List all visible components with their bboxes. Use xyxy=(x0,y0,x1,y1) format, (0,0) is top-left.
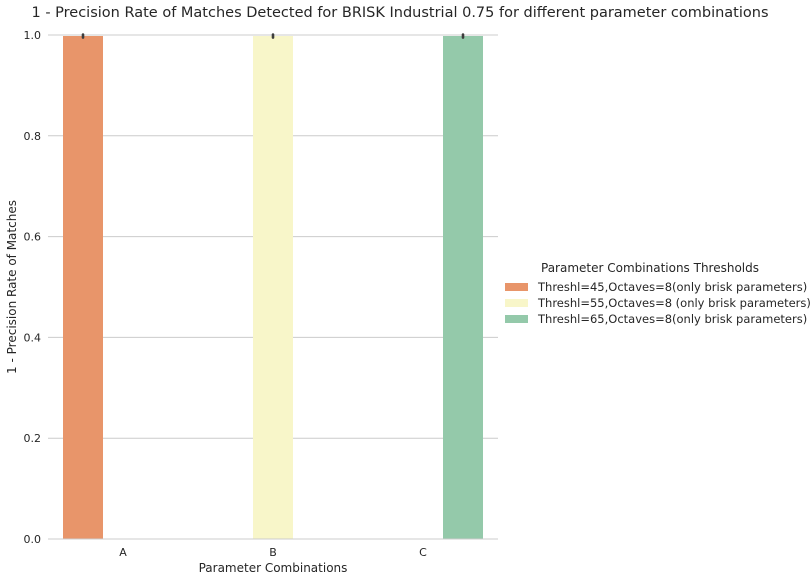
bars xyxy=(63,36,483,540)
x-tick-label: A xyxy=(119,546,127,559)
y-tick-label: 0.2 xyxy=(24,432,42,445)
x-tick-label: C xyxy=(419,546,427,559)
legend-swatch xyxy=(505,315,528,323)
bar xyxy=(63,36,103,540)
y-tick-label: 1.0 xyxy=(24,29,42,42)
axes: 0.0 0.2 0.4 0.6 0.8 1.0 A B C xyxy=(24,29,498,559)
y-tick-label: 0.0 xyxy=(24,533,42,546)
legend-swatch xyxy=(505,299,528,307)
error-bars xyxy=(81,33,465,39)
legend: Parameter Combinations Thresholds Thresh… xyxy=(505,261,810,327)
x-tick-label: B xyxy=(269,546,277,559)
y-tick-label: 0.8 xyxy=(24,130,42,143)
bar xyxy=(443,36,483,540)
y-axis-label: 1 - Precision Rate of Matches xyxy=(5,200,19,374)
legend-label: Threshl=45,Octaves=8(only brisk paramete… xyxy=(538,280,808,294)
legend-label: Threshl=65,Octaves=8(only brisk paramete… xyxy=(538,312,808,326)
y-tick-label: 0.6 xyxy=(24,231,42,244)
legend-swatch xyxy=(505,283,528,291)
legend-item: Threshl=55,Octaves=8 (only brisk paramet… xyxy=(505,295,810,311)
legend-title: Parameter Combinations Thresholds xyxy=(541,261,760,275)
y-tick-label: 0.4 xyxy=(24,331,42,344)
bar xyxy=(253,36,293,540)
chart-title: 1 - Precision Rate of Matches Detected f… xyxy=(31,5,769,21)
legend-item: Threshl=65,Octaves=8(only brisk paramete… xyxy=(505,311,810,327)
x-axis-label: Parameter Combinations xyxy=(199,561,348,575)
legend-label: Threshl=55,Octaves=8 (only brisk paramet… xyxy=(538,296,810,310)
legend-item: Threshl=45,Octaves=8(only brisk paramete… xyxy=(505,279,810,295)
